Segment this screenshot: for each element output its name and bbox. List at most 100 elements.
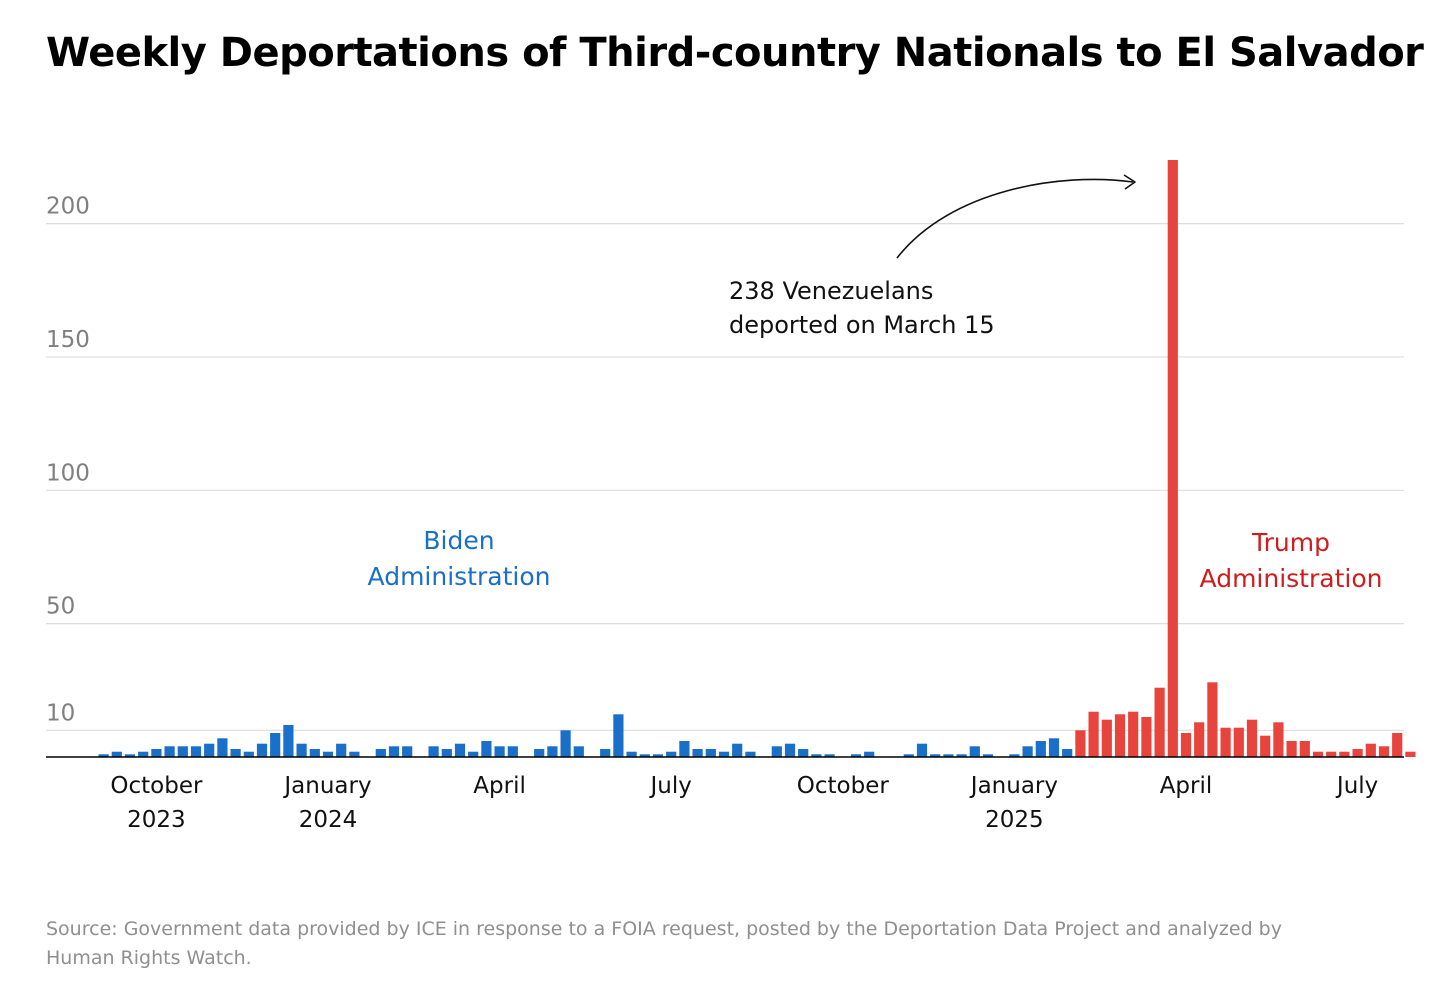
- biden-bar-week-53: [798, 749, 809, 757]
- biden-bar-week-54: [811, 754, 822, 757]
- trump-bar-week-94: [1339, 751, 1350, 757]
- x-tick-label-october-2023-0: October 2023: [110, 773, 203, 833]
- trump-bar-week-99: [1405, 751, 1416, 757]
- x-tick-label-october-4: October: [797, 773, 890, 799]
- trump-bar-week-76: [1101, 719, 1112, 757]
- biden-bar-week-19: [349, 751, 360, 757]
- biden-bar-week-48: [732, 743, 743, 757]
- administration-labels: Biden Administration Trump Administration: [368, 526, 1383, 593]
- biden-bar-week-27: [454, 743, 466, 757]
- trump-bar-week-88: [1260, 735, 1271, 757]
- trump-bar-week-95: [1352, 749, 1363, 757]
- biden-administration-label: Biden Administration: [368, 526, 551, 591]
- y-tick-label-50: 50: [46, 594, 75, 620]
- trump-bar-week-92: [1312, 751, 1324, 757]
- biden-bar-week-1: [111, 751, 122, 757]
- biden-bar-week-45: [692, 749, 703, 757]
- annotation-arrowhead-icon: [1123, 174, 1136, 190]
- biden-bar-week-55: [824, 754, 835, 757]
- bars: [98, 160, 1416, 757]
- biden-bar-week-5: [164, 746, 175, 757]
- biden-bar-week-36: [573, 746, 584, 757]
- biden-bar-week-23: [402, 746, 413, 757]
- x-tick-label-january-2025-5: January 2025: [969, 773, 1058, 833]
- trump-bar-week-80: [1154, 687, 1165, 757]
- y-tick-label-150: 150: [46, 327, 90, 353]
- biden-bar-week-66: [969, 746, 980, 757]
- trump-bar-week-74: [1075, 730, 1086, 757]
- biden-bar-week-47: [718, 751, 730, 757]
- annotation-arrow: [896, 178, 1134, 259]
- biden-bar-week-17: [322, 751, 334, 757]
- biden-bar-week-62: [916, 743, 928, 757]
- biden-bar-week-34: [547, 746, 558, 757]
- biden-bar-week-21: [375, 749, 386, 757]
- trump-administration-label: Trump Administration: [1200, 528, 1383, 593]
- biden-bar-week-9: [217, 738, 228, 757]
- biden-bar-week-15: [296, 743, 307, 757]
- biden-bar-week-6: [177, 746, 188, 757]
- x-tick-label-april-6: April: [1160, 773, 1213, 799]
- biden-bar-week-51: [771, 746, 782, 757]
- trump-bar-week-77: [1114, 714, 1126, 757]
- biden-bar-week-28: [468, 751, 479, 757]
- biden-bar-week-22: [388, 746, 400, 757]
- trump-bar-week-83: [1194, 722, 1205, 757]
- y-tick-label-100: 100: [46, 460, 90, 486]
- biden-bar-week-63: [930, 754, 941, 757]
- biden-bar-week-2: [124, 754, 136, 757]
- biden-bar-week-33: [534, 749, 545, 757]
- biden-bar-week-61: [903, 754, 914, 757]
- trump-bar-week-96: [1365, 743, 1376, 757]
- biden-bar-week-14: [283, 725, 294, 757]
- biden-bar-week-11: [243, 751, 254, 757]
- biden-bar-week-38: [600, 749, 611, 757]
- biden-bar-week-65: [956, 754, 967, 757]
- biden-bar-week-16: [309, 749, 320, 757]
- biden-bar-week-18: [336, 743, 347, 757]
- trump-bar-week-98: [1392, 733, 1403, 757]
- biden-bar-week-49: [745, 751, 756, 757]
- biden-bar-week-67: [982, 754, 994, 757]
- biden-bar-week-46: [705, 749, 716, 757]
- y-tick-label-10: 10: [46, 700, 75, 726]
- biden-bar-week-58: [864, 751, 875, 757]
- biden-bar-week-10: [230, 749, 241, 757]
- gridlines: [46, 223, 1404, 731]
- biden-bar-week-57: [850, 754, 862, 757]
- y-tick-label-200: 200: [46, 194, 90, 220]
- biden-bar-week-12: [256, 743, 268, 757]
- biden-bar-week-41: [639, 754, 650, 757]
- biden-bar-week-71: [1035, 741, 1046, 757]
- trump-bar-week-91: [1299, 741, 1310, 757]
- trump-bar-week-79: [1141, 717, 1152, 757]
- trump-bar-week-87: [1246, 719, 1258, 757]
- biden-bar-week-69: [1009, 754, 1020, 757]
- annotation-text: 238 Venezuelans deported on March 15: [729, 277, 995, 339]
- biden-bar-week-26: [441, 749, 452, 757]
- biden-bar-week-73: [1062, 749, 1073, 757]
- biden-bar-week-44: [679, 741, 690, 757]
- source-note: Source: Government data provided by ICE …: [46, 918, 1282, 969]
- trump-bar-week-86: [1233, 727, 1244, 757]
- biden-bar-week-30: [494, 746, 505, 757]
- trump-bar-week-97: [1378, 746, 1390, 757]
- x-tick-label-july-7: July: [1335, 773, 1378, 799]
- biden-bar-week-7: [190, 746, 202, 757]
- x-axis-ticks: October 2023 January 2024 April July October Ja…: [110, 773, 1378, 833]
- biden-bar-week-52: [784, 743, 796, 757]
- biden-bar-week-3: [138, 751, 149, 757]
- trump-bar-week-89: [1273, 722, 1284, 757]
- trump-bar-week-78: [1128, 711, 1139, 757]
- chart-title: Weekly Deportations of Third-country Nat…: [46, 30, 1424, 76]
- trump-bar-week-93: [1326, 751, 1337, 757]
- biden-bar-week-72: [1048, 738, 1060, 757]
- biden-bar-week-25: [428, 746, 439, 757]
- trump-bar-week-75: [1088, 711, 1099, 757]
- biden-bar-week-0: [98, 754, 109, 757]
- annotation: 238 Venezuelans deported on March 15: [729, 174, 1136, 339]
- trump-bar-week-85: [1220, 727, 1231, 757]
- biden-bar-week-4: [151, 749, 162, 757]
- biden-bar-week-40: [626, 751, 637, 757]
- x-tick-label-january-2024-1: January 2024: [282, 773, 371, 833]
